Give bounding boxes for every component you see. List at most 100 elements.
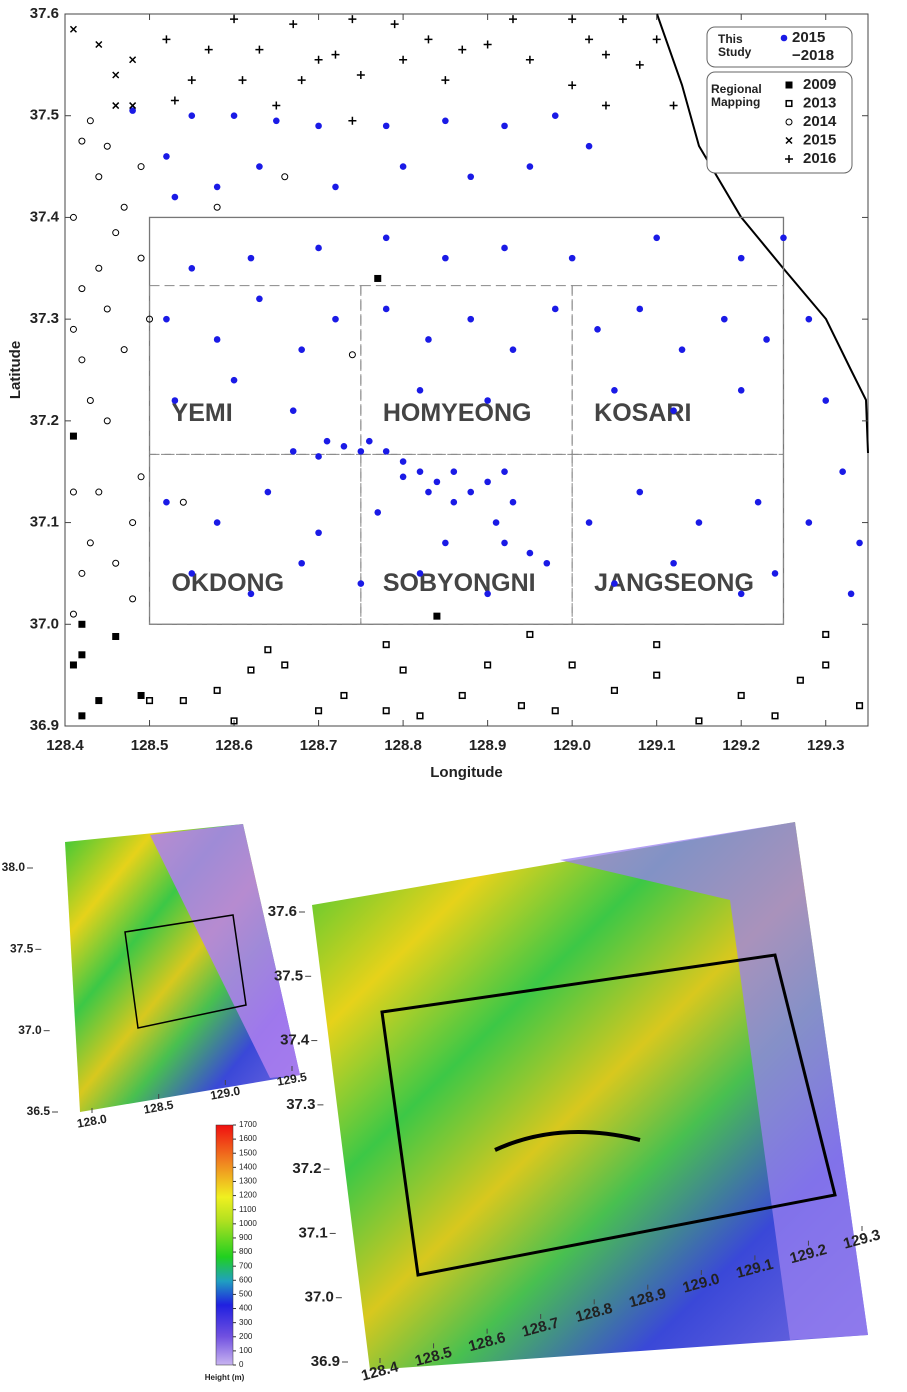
point xyxy=(399,56,407,64)
y-tick-label: 36.9 xyxy=(30,717,59,734)
point xyxy=(755,499,762,506)
point xyxy=(467,173,474,180)
colorbar xyxy=(216,1125,233,1365)
y-tick-label: 37.0 xyxy=(30,615,59,632)
point xyxy=(594,326,601,333)
point xyxy=(214,336,221,343)
point xyxy=(417,713,423,719)
point xyxy=(331,51,339,59)
point xyxy=(501,540,508,547)
point xyxy=(138,474,144,480)
point xyxy=(79,138,85,144)
point xyxy=(501,123,508,130)
point xyxy=(78,651,85,658)
point xyxy=(400,458,407,465)
point xyxy=(839,468,846,475)
point xyxy=(96,42,102,48)
point xyxy=(366,438,373,445)
point xyxy=(231,112,238,119)
point xyxy=(358,448,365,455)
point xyxy=(239,76,247,84)
point xyxy=(214,519,221,526)
point xyxy=(772,570,779,577)
point xyxy=(552,708,558,714)
point xyxy=(214,184,221,191)
point xyxy=(188,76,196,84)
point xyxy=(113,72,119,78)
colorbar-tick-label: 1700 xyxy=(239,1120,257,1129)
point xyxy=(315,123,322,130)
region xyxy=(361,454,572,624)
legend-label: 2013 xyxy=(803,94,836,111)
point xyxy=(121,204,127,210)
point xyxy=(130,57,136,63)
point xyxy=(526,56,534,64)
point xyxy=(383,448,390,455)
point xyxy=(696,718,702,724)
point xyxy=(670,560,677,567)
y-tick-label: 37.0 xyxy=(305,1289,334,1306)
y-tick-label: 37.2 xyxy=(30,412,59,429)
point xyxy=(417,387,424,394)
colorbar-tick-label: 1200 xyxy=(239,1191,257,1200)
point xyxy=(374,509,381,516)
point xyxy=(70,661,77,668)
point xyxy=(70,214,76,220)
point xyxy=(451,499,458,506)
colorbar-tick-label: 500 xyxy=(239,1290,253,1299)
point xyxy=(180,499,186,505)
point xyxy=(636,489,643,496)
point xyxy=(130,596,136,602)
point xyxy=(400,667,406,673)
x-axis-label: Longitude xyxy=(430,764,502,781)
point xyxy=(147,698,153,704)
point xyxy=(315,453,322,460)
label-line: Mapping xyxy=(711,95,760,109)
x-tick-label: 128.6 xyxy=(215,737,253,754)
point xyxy=(255,46,263,54)
colorbar-tick-label: 1000 xyxy=(239,1219,257,1228)
y-axis-label: Latitude xyxy=(7,341,24,399)
point xyxy=(348,117,356,125)
point xyxy=(654,672,660,678)
point xyxy=(602,102,610,110)
point xyxy=(442,540,449,547)
point xyxy=(552,306,559,313)
region-label: OKDONG xyxy=(172,569,284,597)
region-label: YEMI xyxy=(172,399,233,427)
point xyxy=(70,433,77,440)
point xyxy=(780,234,787,241)
y-tick-label: 37.4 xyxy=(30,208,60,225)
point xyxy=(290,448,297,455)
y-tick-label: 37.4 xyxy=(280,1032,310,1049)
point xyxy=(96,174,102,180)
point xyxy=(138,255,144,261)
point xyxy=(256,163,263,170)
point xyxy=(653,234,660,241)
point xyxy=(501,245,508,252)
legend-marker xyxy=(781,35,788,42)
point xyxy=(458,46,466,54)
x-tick-label: 128.0 xyxy=(76,1112,108,1131)
point xyxy=(70,26,76,32)
colorbar-tick-label: 600 xyxy=(239,1275,253,1284)
point xyxy=(619,15,627,23)
point xyxy=(442,118,449,125)
point xyxy=(798,677,804,683)
x-tick-label: 129.3 xyxy=(807,737,845,754)
region xyxy=(361,286,572,455)
legend-marker xyxy=(786,82,793,89)
point xyxy=(391,20,399,28)
region-label: JANGSEONG xyxy=(594,569,754,597)
point xyxy=(738,590,745,597)
point xyxy=(441,76,449,84)
point xyxy=(282,174,288,180)
point xyxy=(87,540,93,546)
label-line: 2015 xyxy=(792,29,825,46)
point xyxy=(442,255,449,262)
point xyxy=(848,590,855,597)
label-line: Regional xyxy=(711,82,762,96)
colorbar-tick-label: 700 xyxy=(239,1261,253,1270)
point xyxy=(493,519,500,526)
point xyxy=(138,164,144,170)
